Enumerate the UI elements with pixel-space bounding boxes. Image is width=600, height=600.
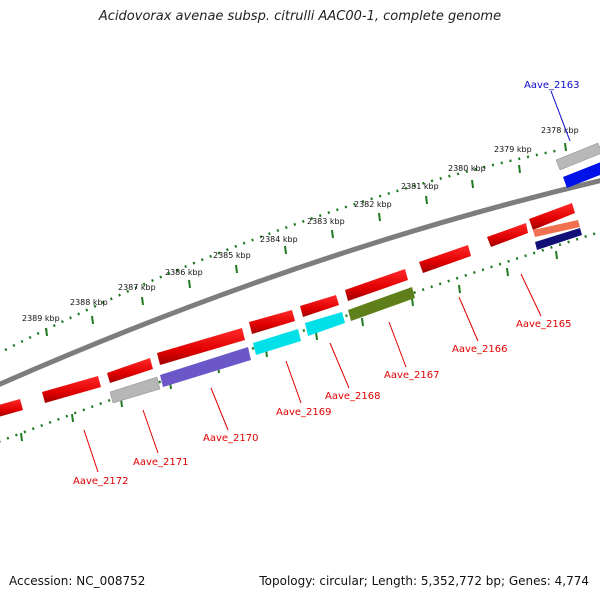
scale-labels: 2378 kbp 2379 kbp 2380 kbp 2381 kbp 2382… [22,126,579,323]
cds-arrow [0,399,23,417]
feature-navy [535,228,582,250]
gene-label-aave-2170: Aave_2170 [203,433,259,444]
map-title: Acidovorax avenae subsp. citrulli AAC00-… [98,9,502,24]
scale-label: 2387 kbp [118,283,156,292]
scale-label: 2386 kbp [165,268,203,277]
accession-text: Accession: NC_008752 [9,574,146,588]
gene-labels: Aave_2163 Aave_2165 Aave_2166 Aave_2167 … [73,80,580,487]
cds-arrow [487,223,528,247]
scale-label: 2379 kbp [494,145,532,154]
scale-label: 2382 kbp [354,200,392,209]
cds-arrow [249,310,295,334]
gene-label-aave-2166: Aave_2166 [452,344,508,355]
feature-olive [348,287,415,321]
cds-arrow [300,295,339,317]
scale-label: 2385 kbp [213,251,251,260]
feature-cyan [253,329,301,355]
scale-label: 2381 kbp [401,182,439,191]
gene-label-aave-2165: Aave_2165 [516,319,572,330]
feature-cyan [305,312,345,336]
outer-major-ticks [45,142,567,337]
scale-label: 2378 kbp [541,126,579,135]
gene-label-aave-2168: Aave_2168 [325,391,381,402]
scale-label: 2384 kbp [260,235,298,244]
cds-arrow [529,203,575,230]
feature-grey [109,376,161,404]
scale-label: 2389 kbp [22,314,60,323]
cds-arrow [419,245,471,273]
forward-features [555,142,600,188]
scale-label: 2383 kbp [307,217,345,226]
cds-arrow [107,358,153,383]
gene-label-aave-2163: Aave_2163 [524,80,580,91]
gene-label-aave-2172: Aave_2172 [73,476,129,487]
reverse-cds-arrows [0,203,575,417]
cds-arrow [157,328,245,365]
feature-salmon [533,220,580,237]
gene-label-aave-2167: Aave_2167 [384,370,440,381]
genome-backbone [0,178,600,387]
scale-label: 2380 kbp [448,164,486,173]
genome-summary-text: Topology: circular; Length: 5,352,772 bp… [259,574,589,588]
cds-arrow [345,269,408,301]
label-leaders [83,90,571,473]
reverse-color-features [109,220,582,404]
feature-aave-2163-blue [563,162,600,188]
outer-scale-ring [4,148,561,352]
feature-purple [160,347,251,387]
cds-arrow [42,376,101,403]
scale-label: 2388 kbp [70,298,108,307]
feature-grey [555,142,600,171]
gene-label-aave-2171: Aave_2171 [133,457,189,468]
gene-label-aave-2169: Aave_2169 [276,407,332,418]
